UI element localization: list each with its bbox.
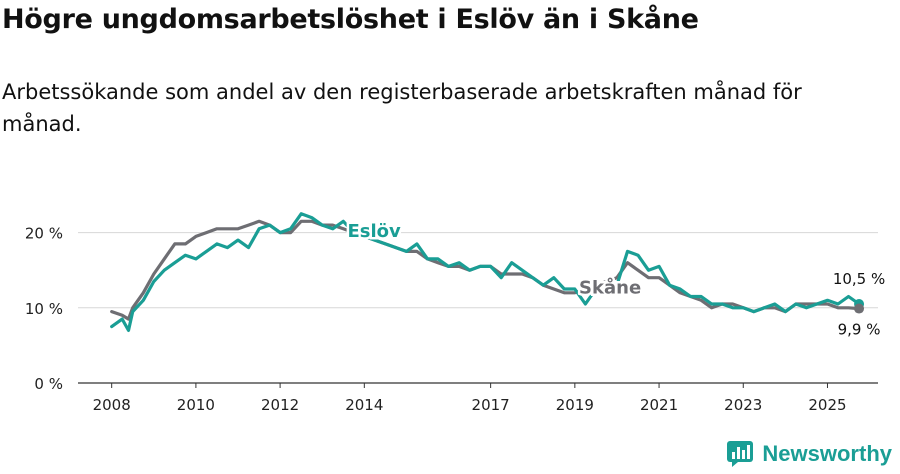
x-tick-label: 2023 — [724, 396, 762, 414]
end-value-label: 9,9 % — [838, 321, 881, 339]
x-tick-label: 2021 — [640, 396, 678, 414]
x-tick-label: 2014 — [345, 396, 383, 414]
newsworthy-icon — [727, 441, 754, 467]
x-tick-label: 2017 — [472, 396, 510, 414]
series-label-eslov: Eslöv — [347, 221, 401, 242]
x-tick-label: 2008 — [93, 396, 131, 414]
y-tick-label: 0 % — [34, 375, 63, 393]
chart-subtitle: Arbetssökande som andel av den registerb… — [2, 80, 802, 136]
x-tick-label: 2025 — [808, 396, 846, 414]
series-line-skane — [110, 219, 861, 321]
end-value-label: 10,5 % — [833, 270, 885, 288]
series-line-eslov — [110, 212, 861, 332]
chart-title: Högre ungdomsarbetslöshet i Eslöv än i S… — [2, 4, 699, 35]
brand-name: Newsworthy — [762, 441, 892, 466]
end-marker — [854, 303, 865, 314]
series-label-skane: Skåne — [579, 277, 641, 299]
y-tick-label: 20 % — [25, 225, 63, 243]
series-layer — [110, 212, 861, 332]
label-layer: Eslöv Skåne 10,5 % 9,9 % — [345, 219, 885, 339]
y-tick-label: 10 % — [25, 300, 63, 318]
brand-logo[interactable]: Newsworthy — [726, 440, 892, 468]
x-tick-label: 2010 — [177, 396, 215, 414]
x-tick-label: 2019 — [556, 396, 594, 414]
x-tick-label: 2012 — [261, 396, 299, 414]
grid-layer: 0 % 10 % 20 % 2008 2010 2012 2014 2017 2019 2021 2… — [25, 225, 878, 414]
